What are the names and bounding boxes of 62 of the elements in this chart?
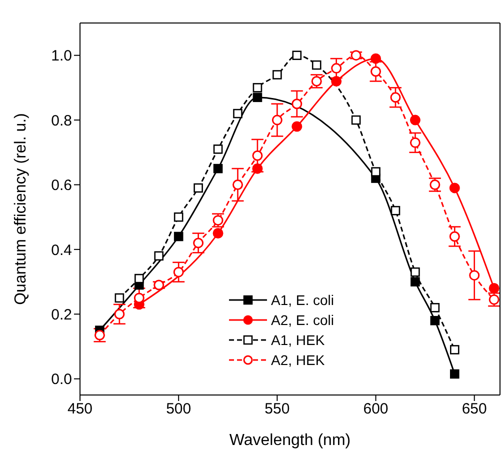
y-tick-label: 0.2 bbox=[51, 306, 72, 324]
legend-label: A2, HEK bbox=[271, 352, 325, 368]
point bbox=[430, 316, 440, 326]
point bbox=[252, 83, 262, 92]
point bbox=[232, 179, 243, 190]
x-axis-title: Wavelength (nm) bbox=[229, 432, 351, 449]
point bbox=[410, 114, 420, 126]
y-tick-label: 0.0 bbox=[51, 371, 72, 388]
point bbox=[410, 137, 420, 148]
legend-label: A1, E. coli bbox=[271, 292, 334, 308]
point bbox=[430, 303, 440, 312]
point bbox=[233, 108, 242, 118]
point bbox=[174, 232, 184, 242]
point bbox=[292, 98, 302, 110]
point bbox=[194, 183, 203, 193]
point bbox=[390, 92, 401, 103]
point bbox=[410, 277, 420, 286]
point bbox=[292, 50, 302, 60]
point bbox=[272, 70, 282, 80]
point bbox=[450, 345, 460, 354]
point bbox=[351, 115, 361, 125]
x-tick-label: 600 bbox=[363, 400, 388, 418]
point bbox=[173, 266, 184, 278]
point bbox=[272, 114, 282, 126]
point bbox=[410, 267, 420, 277]
point bbox=[174, 212, 184, 222]
point bbox=[252, 92, 262, 102]
point bbox=[252, 163, 263, 174]
x-tick-label: 550 bbox=[264, 400, 290, 418]
x-tick-label: 450 bbox=[67, 400, 93, 418]
legend-label: A2, E. coli bbox=[271, 312, 334, 328]
y-tick-label: 0.4 bbox=[51, 242, 72, 259]
y-tick-label: 1.0 bbox=[51, 48, 72, 65]
point bbox=[134, 292, 144, 304]
x-tick-label: 650 bbox=[462, 400, 487, 418]
point bbox=[488, 283, 500, 294]
point bbox=[213, 144, 223, 154]
point bbox=[449, 182, 460, 194]
point bbox=[449, 231, 460, 242]
point bbox=[371, 167, 380, 176]
point bbox=[114, 308, 125, 320]
point bbox=[370, 53, 382, 64]
x-tick-label: 500 bbox=[166, 400, 192, 418]
point bbox=[114, 293, 124, 303]
point bbox=[331, 63, 342, 74]
point bbox=[450, 369, 460, 379]
y-tick-label: 0.8 bbox=[51, 112, 72, 130]
point bbox=[193, 238, 204, 248]
point bbox=[292, 121, 302, 132]
point bbox=[134, 274, 144, 284]
point bbox=[370, 66, 382, 77]
point bbox=[154, 251, 164, 261]
point bbox=[312, 60, 322, 70]
point bbox=[252, 150, 263, 161]
legend-label: A1, HEK bbox=[271, 332, 325, 348]
y-tick-label: 0.6 bbox=[51, 177, 72, 194]
point bbox=[469, 270, 480, 281]
point bbox=[390, 206, 400, 216]
y-axis-title: Quantum efficiency (rel. u.) bbox=[12, 113, 30, 305]
point bbox=[213, 164, 223, 174]
point bbox=[331, 76, 342, 86]
point bbox=[212, 228, 224, 239]
